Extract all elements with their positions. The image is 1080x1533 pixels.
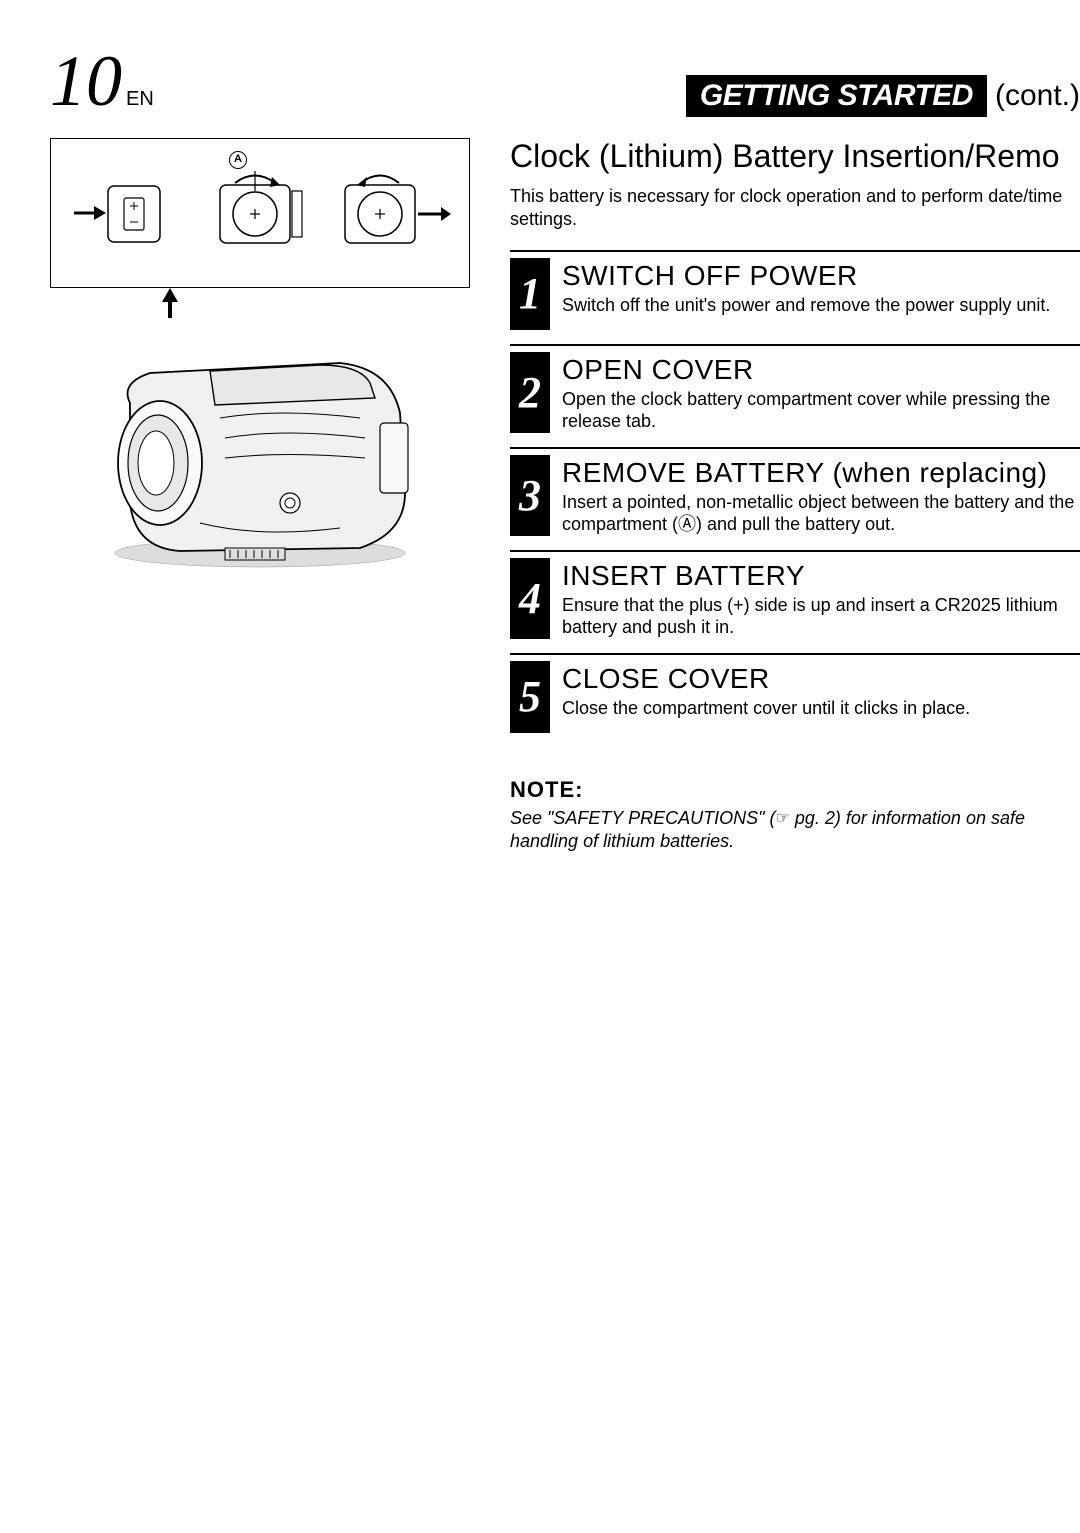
steps-list: 1 SWITCH OFF POWER Switch off the unit's… [510, 250, 1080, 747]
step-title: OPEN COVER [562, 354, 1080, 386]
section-banner: GETTING STARTED (cont.) [686, 75, 1080, 117]
arrow-up-icon [160, 288, 180, 318]
diagram-remove-icon [200, 158, 320, 268]
diagram-compartment-icon [67, 158, 187, 268]
note-label: NOTE: [510, 777, 1080, 803]
step-item: 4 INSERT BATTERY Ensure that the plus (+… [510, 550, 1080, 653]
right-column: Clock (Lithium) Battery Insertion/Remo T… [510, 138, 1080, 854]
step-desc: Ensure that the plus (+) side is up and … [562, 594, 1080, 639]
page-number-value: 10 [50, 40, 122, 123]
step-item: 5 CLOSE COVER Close the compartment cove… [510, 653, 1080, 747]
step-desc: Switch off the unit's power and remove t… [562, 294, 1080, 317]
step-desc: Close the compartment cover until it cli… [562, 697, 1080, 720]
step-number: 5 [510, 661, 550, 733]
page-header: 10 EN GETTING STARTED (cont.) [50, 40, 1080, 123]
main-title: Clock (Lithium) Battery Insertion/Remo [510, 138, 1080, 175]
section-title: GETTING STARTED [686, 75, 987, 117]
step-item: 3 REMOVE BATTERY (when replacing) Insert… [510, 447, 1080, 550]
step-number: 3 [510, 455, 550, 536]
step-title: INSERT BATTERY [562, 560, 1080, 592]
pointer-icon: ☞ [776, 809, 790, 830]
battery-diagram: A [50, 138, 470, 288]
note-block: NOTE: See "SAFETY PRECAUTIONS" (☞ pg. 2)… [510, 777, 1080, 854]
section-cont: (cont.) [995, 79, 1080, 113]
step-title: CLOSE COVER [562, 663, 1080, 695]
step-number: 4 [510, 558, 550, 639]
page-number: 10 EN [50, 40, 154, 123]
note-text-before: See "SAFETY PRECAUTIONS" ( [510, 808, 776, 828]
step-item: 2 OPEN COVER Open the clock battery comp… [510, 344, 1080, 447]
step-title: REMOVE BATTERY (when replacing) [562, 457, 1080, 489]
step-title: SWITCH OFF POWER [562, 260, 1080, 292]
step-desc: Insert a pointed, non-metallic object be… [562, 491, 1080, 536]
step-number: 2 [510, 352, 550, 433]
note-text: See "SAFETY PRECAUTIONS" (☞ pg. 2) for i… [510, 807, 1080, 854]
step-item: 1 SWITCH OFF POWER Switch off the unit's… [510, 250, 1080, 344]
lang-code: EN [126, 88, 154, 111]
diagram-label-a: A [229, 149, 247, 169]
diagram-insert-icon [333, 158, 453, 268]
camera-illustration [50, 313, 470, 593]
step-number: 1 [510, 258, 550, 330]
intro-text: This battery is necessary for clock oper… [510, 185, 1080, 232]
step-desc: Open the clock battery compartment cover… [562, 388, 1080, 433]
left-column: A [50, 138, 480, 854]
